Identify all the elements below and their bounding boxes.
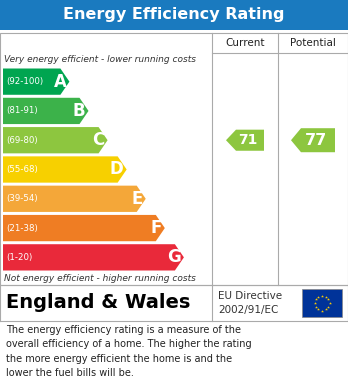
Text: (81-91): (81-91)	[6, 106, 38, 115]
Text: F: F	[150, 219, 162, 237]
Text: 77: 77	[305, 133, 327, 148]
Polygon shape	[3, 68, 69, 95]
Text: Energy Efficiency Rating: Energy Efficiency Rating	[63, 7, 285, 23]
Polygon shape	[3, 127, 108, 153]
Text: (39-54): (39-54)	[6, 194, 38, 203]
Polygon shape	[3, 156, 127, 183]
Text: (92-100): (92-100)	[6, 77, 43, 86]
Text: 71: 71	[238, 133, 258, 147]
Polygon shape	[291, 128, 335, 152]
Text: The energy efficiency rating is a measure of the
overall efficiency of a home. T: The energy efficiency rating is a measur…	[6, 325, 252, 378]
Text: (55-68): (55-68)	[6, 165, 38, 174]
Text: EU Directive
2002/91/EC: EU Directive 2002/91/EC	[218, 291, 282, 315]
Text: Not energy efficient - higher running costs: Not energy efficient - higher running co…	[4, 274, 196, 283]
Text: Current: Current	[225, 38, 265, 48]
Bar	[0, 0, 348, 30]
Text: England & Wales: England & Wales	[6, 294, 190, 312]
Polygon shape	[3, 186, 146, 212]
Text: E: E	[131, 190, 143, 208]
Polygon shape	[3, 244, 184, 271]
Bar	[0, 285, 348, 321]
Text: (69-80): (69-80)	[6, 136, 38, 145]
Text: Very energy efficient - lower running costs: Very energy efficient - lower running co…	[4, 56, 196, 65]
Text: G: G	[167, 248, 181, 266]
Text: Potential: Potential	[290, 38, 336, 48]
Text: A: A	[54, 73, 66, 91]
Bar	[0, 33, 348, 285]
Text: (1-20): (1-20)	[6, 253, 32, 262]
Polygon shape	[3, 215, 165, 241]
Text: D: D	[110, 160, 124, 179]
Polygon shape	[226, 130, 264, 151]
Text: (21-38): (21-38)	[6, 224, 38, 233]
Text: C: C	[92, 131, 105, 149]
Text: B: B	[73, 102, 86, 120]
Bar	[302, 289, 342, 317]
Polygon shape	[3, 98, 88, 124]
